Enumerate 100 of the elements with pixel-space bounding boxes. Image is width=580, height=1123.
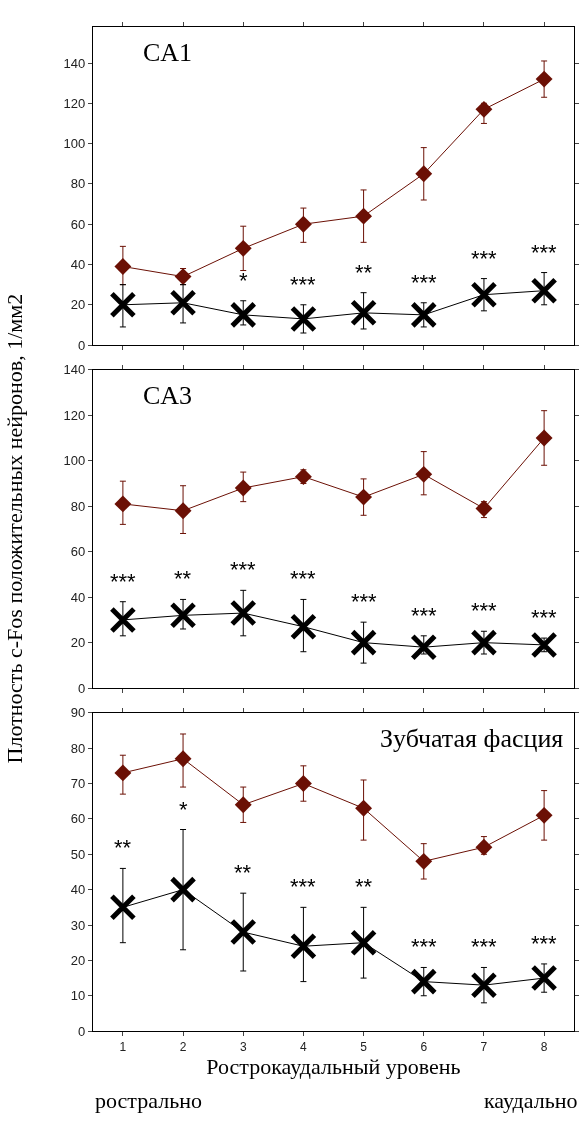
y-tick-label: 0	[77, 680, 86, 696]
point	[410, 301, 438, 329]
point	[169, 289, 197, 317]
y-tick-label: 100	[63, 453, 86, 469]
y-tick-label: 80	[70, 740, 86, 756]
annotation: ***	[411, 603, 438, 628]
annotation: ***	[230, 557, 257, 582]
point	[174, 502, 192, 520]
point	[289, 613, 317, 641]
point	[294, 468, 312, 486]
point	[415, 465, 433, 483]
y-tick-label: 10	[70, 988, 86, 1004]
point	[475, 500, 493, 517]
point	[355, 799, 373, 817]
annotation: ***	[290, 566, 317, 591]
annotation: ***	[411, 270, 438, 295]
y-tick-label: 140	[63, 55, 86, 71]
point	[234, 479, 252, 497]
point	[109, 606, 137, 634]
point	[350, 929, 378, 957]
y-tick-label: 40	[70, 589, 86, 605]
annotation: **	[355, 260, 373, 285]
point	[109, 893, 137, 921]
point	[229, 301, 257, 329]
x-tick-label: 1	[119, 1039, 127, 1054]
x-axis-title: Рострокаудальный уровень	[206, 1054, 461, 1080]
y-tick-label: 20	[70, 635, 86, 651]
point	[350, 299, 378, 327]
y-tick-label: 20	[70, 952, 86, 968]
annotation: ***	[471, 246, 498, 271]
point	[355, 488, 373, 506]
point	[415, 165, 433, 183]
point	[174, 268, 192, 286]
point	[234, 239, 252, 257]
point	[350, 629, 378, 657]
point	[410, 633, 438, 661]
point	[535, 70, 553, 88]
y-tick-label: 0	[77, 337, 86, 353]
point	[114, 495, 132, 513]
point	[410, 968, 438, 996]
chart-title: CA1	[143, 38, 193, 67]
y-tick-label: 20	[70, 297, 86, 313]
y-tick-label: 60	[70, 811, 86, 827]
y-tick-label: 50	[70, 846, 86, 862]
point	[470, 629, 498, 657]
annotation: *	[239, 268, 248, 293]
y-tick-label: 60	[70, 216, 86, 232]
point	[114, 258, 132, 275]
annotation: ***	[411, 934, 438, 959]
x-tick-label: 7	[480, 1039, 488, 1054]
annotation: ***	[471, 598, 498, 623]
y-tick-label: 40	[70, 257, 86, 273]
point	[530, 277, 558, 305]
y-tick-label: 140	[63, 362, 86, 378]
y-tick-label: 80	[70, 498, 86, 514]
point	[535, 429, 553, 447]
point	[415, 852, 433, 870]
point	[229, 918, 257, 946]
point	[470, 281, 498, 309]
point	[530, 631, 558, 659]
point	[289, 932, 317, 960]
y-axis-title: Плотность c-Fos положительных нейронов, 1/мм2	[1, 293, 27, 764]
point	[174, 750, 192, 768]
y-tick-label: 80	[70, 176, 86, 192]
annotation: ***	[531, 605, 558, 630]
annotation: ***	[531, 240, 558, 265]
annotation: *	[179, 797, 188, 822]
point	[475, 100, 493, 118]
y-tick-label: 40	[70, 882, 86, 898]
annotation: ***	[290, 874, 317, 899]
point	[289, 305, 317, 333]
y-tick-label: 70	[70, 776, 86, 792]
annotation: **	[355, 874, 373, 899]
point	[229, 599, 257, 627]
x-tick-label: 3	[239, 1039, 247, 1054]
y-tick-label: 0	[77, 1023, 86, 1039]
x-tick-label: 6	[420, 1039, 428, 1054]
point	[114, 764, 132, 782]
annotation: ***	[290, 272, 317, 297]
x-tick-label: 4	[300, 1039, 308, 1054]
y-tick-label: 30	[70, 917, 86, 933]
annotation: ***	[471, 934, 498, 959]
point	[475, 838, 493, 856]
annotation: **	[234, 860, 252, 885]
x-tick-label: 5	[360, 1039, 368, 1054]
point	[530, 964, 558, 992]
point	[109, 291, 137, 319]
chart-title: CA3	[143, 381, 193, 410]
point	[355, 207, 373, 225]
x-tick-label: 2	[179, 1039, 187, 1054]
annotation: ***	[351, 589, 378, 614]
point	[535, 806, 553, 824]
x-tick-label: 8	[540, 1039, 548, 1054]
annotation: **	[114, 835, 132, 860]
point	[169, 601, 197, 629]
point	[234, 796, 252, 814]
text: каудально	[484, 1088, 578, 1113]
point	[294, 215, 312, 233]
y-tick-label: 120	[63, 95, 86, 111]
y-tick-label: 60	[70, 544, 86, 560]
